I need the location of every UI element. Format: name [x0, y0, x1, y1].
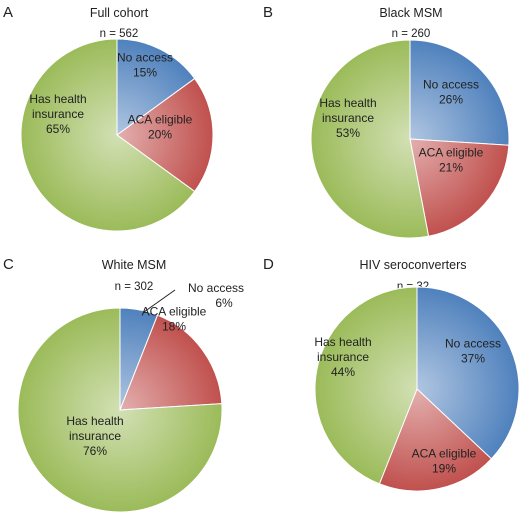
slice-label-no-access: No access 6%: [188, 281, 244, 310]
panel-letter: C: [3, 256, 14, 273]
pie-slice-aca-eligible: [116, 77, 214, 193]
pie-slice-no-access: [416, 286, 520, 460]
slice-label-aca-eligible: ACA eligible 21%: [419, 146, 484, 175]
panel-letter: D: [263, 256, 274, 273]
pie-slice-has-health-insurance: [20, 38, 196, 232]
chart-title: HIV seroconverters: [360, 258, 467, 272]
pie-slice-aca-eligible: [409, 138, 510, 237]
slice-label-no-access: No access 37%: [445, 337, 501, 366]
chart-title: White MSM: [102, 258, 167, 272]
sample-size-label: n = 302: [115, 281, 154, 293]
callout-leader-line: [143, 289, 176, 313]
panel-letter: A: [3, 4, 13, 21]
slice-label-aca-eligible: ACA eligible 19%: [412, 447, 477, 476]
slice-label-has-health-insurance: Has health insurance 44%: [314, 335, 371, 379]
pie-slice-aca-eligible: [119, 314, 223, 411]
slice-label-aca-eligible: ACA eligible 18%: [142, 305, 207, 334]
sample-size-label: n = 260: [392, 28, 431, 40]
panel-b: B Black MSM n = 260 No access 26% ACA eligibl…: [263, 4, 510, 239]
sample-size-label: n = 562: [100, 28, 139, 40]
slice-label-has-health-insurance: Has health insurance 65%: [29, 92, 86, 136]
pie-slice-no-access: [409, 39, 510, 146]
slice-label-has-health-insurance: Has health insurance 76%: [66, 414, 123, 458]
panel-letter: B: [263, 4, 273, 21]
pie-slice-no-access: [116, 38, 196, 136]
slice-label-no-access: No access 15%: [117, 51, 173, 80]
pie-slice-has-health-insurance: [314, 286, 418, 485]
slice-label-no-access: No access 26%: [423, 78, 479, 107]
pie-slice-has-health-insurance: [310, 39, 430, 239]
slice-label-has-health-insurance: Has health insurance 53%: [319, 96, 376, 140]
panel-a: A Full cohort n = 562 No access 15% ACA eligi…: [3, 4, 214, 232]
chart-title: Full cohort: [90, 6, 149, 20]
chart-title: Black MSM: [379, 6, 442, 20]
panel-c: C White MSM n = 302 No access 6%ACA eligible…: [3, 256, 244, 513]
slice-label-aca-eligible: ACA eligible 20%: [128, 113, 193, 142]
pie-slice-has-health-insurance: [17, 307, 223, 513]
